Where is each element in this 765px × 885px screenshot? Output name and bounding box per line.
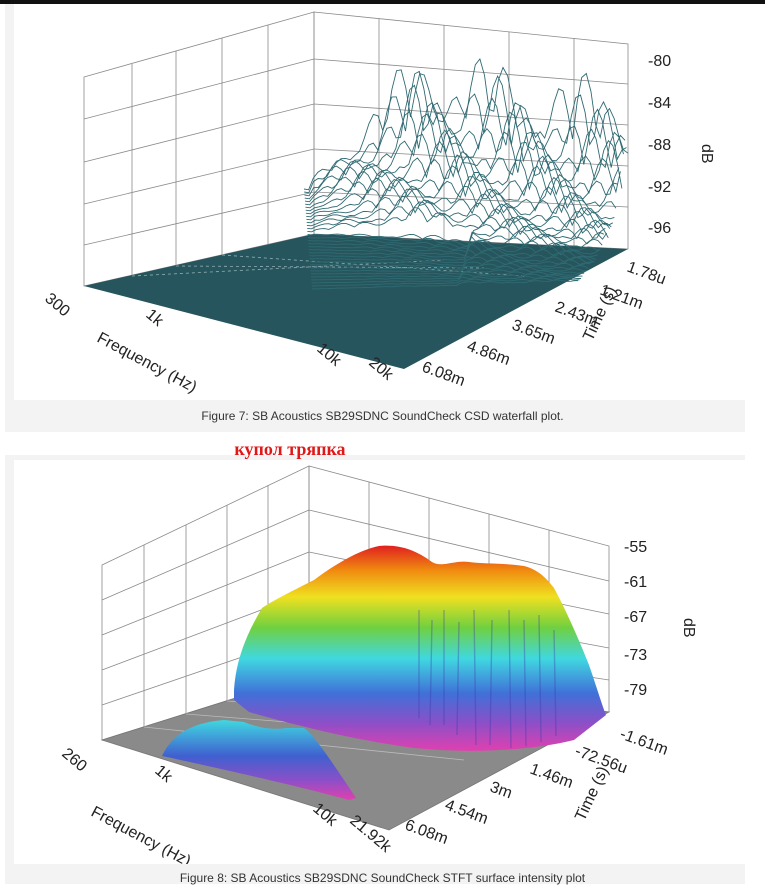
waterfall-trace <box>309 248 595 263</box>
figure-8-caption: Figure 8: SB Acoustics SB29SDNC SoundChe… <box>179 871 586 885</box>
waterfall-trace <box>308 241 598 258</box>
waterfall-trace <box>306 176 615 220</box>
y-tick: 1.78u <box>625 259 668 289</box>
x-axis-label: Frequency (Hz) <box>94 330 199 397</box>
y-tick: 1.46m <box>528 761 576 792</box>
waterfall-trace <box>310 262 589 271</box>
waterfall-trace <box>307 225 604 246</box>
waterfall-trace <box>306 196 611 229</box>
waterfall-trace <box>311 271 585 278</box>
waterfall-trace <box>306 185 614 226</box>
stft-surface-streaks <box>418 609 557 749</box>
x-tick: 1k <box>142 306 167 331</box>
z-tick: -79 <box>624 682 647 699</box>
z-tick: -80 <box>648 53 671 70</box>
z-tick: -67 <box>624 609 647 626</box>
waterfall-trace <box>310 268 586 275</box>
waterfall-trace <box>307 201 609 239</box>
x-axis-label: Frequency (Hz) <box>88 804 193 864</box>
z-tick: -96 <box>648 220 671 237</box>
waterfall-trace <box>309 252 594 264</box>
waterfall-trace <box>310 259 591 269</box>
handwritten-annotation: купол тряпка <box>234 439 346 459</box>
waterfall-trace <box>311 279 578 290</box>
y-tick: 4.54m <box>443 797 491 828</box>
waterfall-trace <box>311 275 581 284</box>
y-tick: 4.86m <box>465 338 513 369</box>
waterfall-trace <box>304 84 626 197</box>
y-tick: 6.08m <box>403 817 451 848</box>
top-border <box>0 0 765 4</box>
y-tick: 3m <box>488 779 515 803</box>
z-tick: -61 <box>624 574 647 591</box>
x-tick: 300 <box>41 290 72 320</box>
waterfall-trace <box>304 70 627 194</box>
stft-surface-chart: -55 -61 -67 -73 -79 dB -1.61m -72.56u 1.… <box>14 460 750 864</box>
z-tick: -88 <box>648 137 671 154</box>
waterfall-trace <box>305 165 617 215</box>
waterfall-trace <box>307 207 608 240</box>
x-tick: 260 <box>58 745 89 775</box>
stft-surface-main <box>234 545 606 751</box>
z-tick: -84 <box>648 95 671 112</box>
z-axis-label: dB <box>680 618 697 638</box>
waterfall-trace <box>305 140 620 209</box>
waterfall-trace <box>311 277 580 287</box>
waterfall-trace <box>309 244 597 261</box>
y-tick: 6.08m <box>420 359 468 390</box>
waterfall-trace <box>307 218 606 244</box>
waterfall-trace <box>305 154 618 212</box>
waterfall-trace <box>311 273 583 281</box>
waterfall-z-ticks: -80 -84 -88 -92 -96 <box>648 53 671 237</box>
y-tick: -1.61m <box>618 726 671 759</box>
waterfall-trace <box>306 188 612 229</box>
waterfall-trace <box>308 230 603 249</box>
y-axis-label: Time (s) <box>572 764 612 824</box>
z-tick: -55 <box>624 539 647 556</box>
waterfall-floor <box>84 234 628 369</box>
figure-7-caption: Figure 7: SB Acoustics SB29SDNC SoundChe… <box>201 409 564 423</box>
z-axis-label: dB <box>698 144 715 164</box>
z-tick: -73 <box>624 647 647 664</box>
waterfall-trace <box>309 256 592 266</box>
stft-surface-low <box>162 720 356 800</box>
z-tick: -92 <box>648 179 671 196</box>
waterfall-trace <box>308 239 600 255</box>
csd-waterfall-chart: -80 -84 -88 -92 -96 dB 1.78u 1.21m 2.43m… <box>14 4 750 400</box>
waterfall-surface <box>303 58 629 290</box>
y-tick: 3.65m <box>510 317 558 348</box>
x-tick: 1k <box>151 762 176 787</box>
stft-z-ticks: -55 -61 -67 -73 -79 <box>624 539 647 699</box>
